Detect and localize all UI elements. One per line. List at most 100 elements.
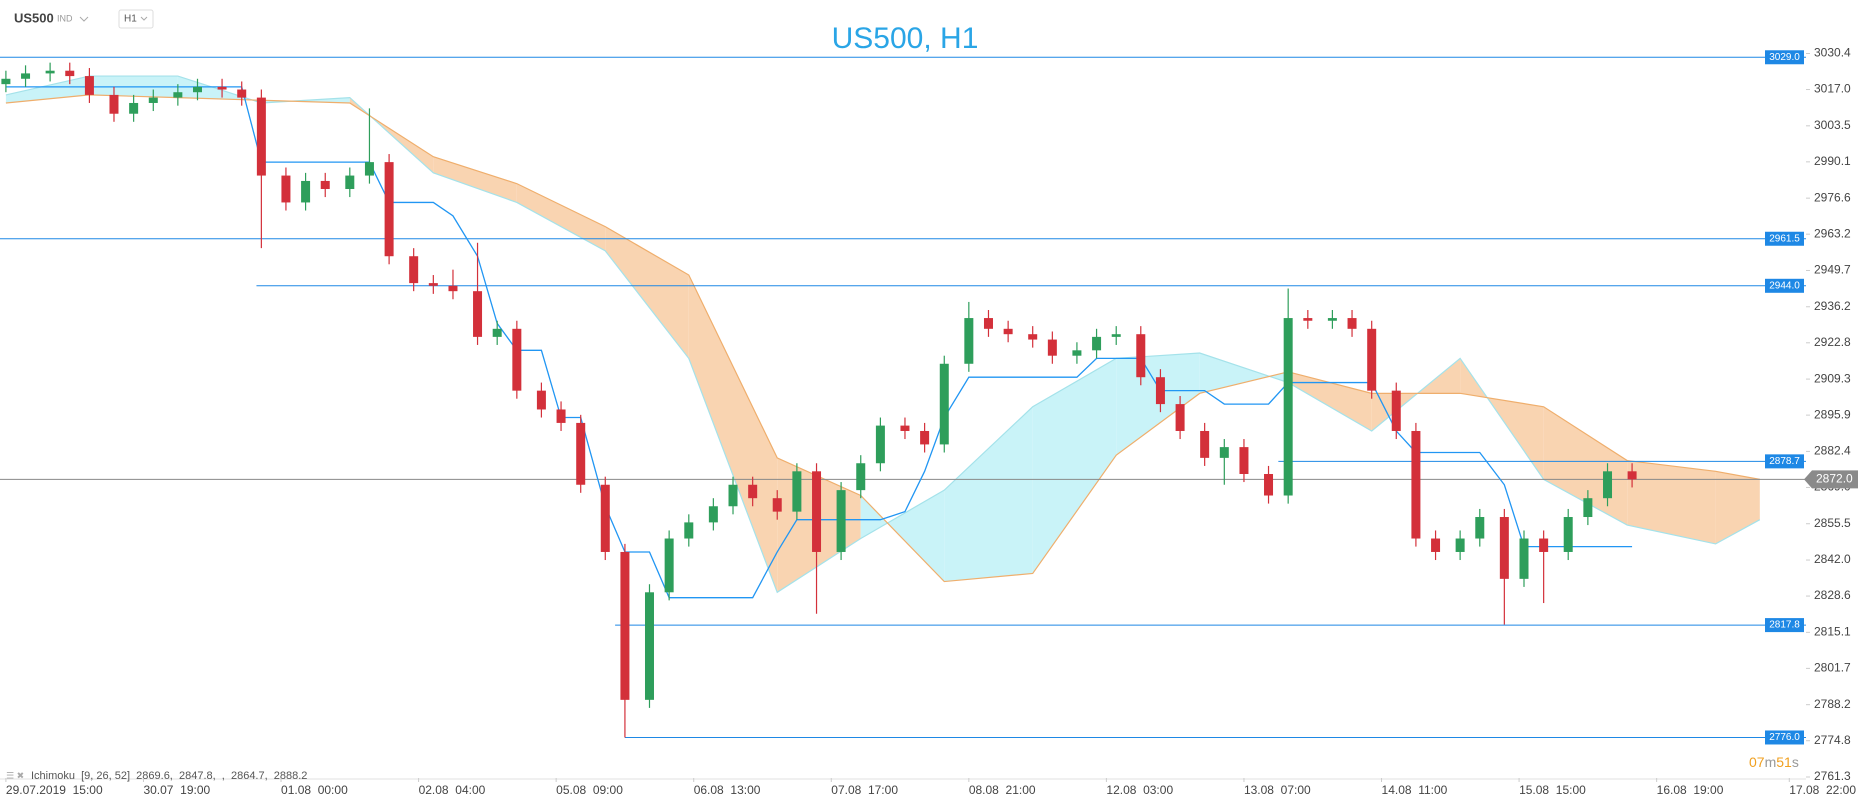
candle-body (364, 162, 374, 176)
level-label-box (1765, 730, 1804, 745)
candle-body (256, 97, 266, 176)
y-tick-label: 2842.0 (1814, 552, 1851, 566)
x-tick-label: 15.08 15:00 (1519, 783, 1586, 797)
candle-body (1283, 318, 1293, 496)
cloud-segment (1627, 460, 1716, 544)
candle-body (644, 592, 654, 700)
dropdown-arrow[interactable] (140, 16, 148, 21)
candle-body (1003, 328, 1013, 335)
candle-body (1092, 336, 1102, 351)
candle-body (920, 430, 930, 445)
candle-body (1264, 473, 1274, 496)
candle-body (939, 363, 949, 445)
x-tick-label: 17.08 22:00 (1789, 783, 1856, 797)
candle-body (217, 86, 227, 90)
cloud-segment (688, 275, 778, 593)
candle-body (409, 256, 419, 284)
market: IND (57, 13, 73, 23)
candle-body (664, 538, 674, 593)
candle-body (428, 283, 438, 286)
candle-body (492, 328, 502, 337)
candle-body (1391, 390, 1401, 431)
cloud-span-a (5, 75, 1761, 594)
y-tick-label: 2882.4 (1814, 444, 1851, 458)
candle-body (1627, 471, 1637, 480)
candle-body (173, 92, 183, 98)
timer-part: m (1765, 754, 1777, 770)
candle-body (576, 422, 586, 485)
candle-body (1219, 447, 1229, 458)
cloud-segment (1288, 371, 1372, 431)
y-tick-label: 2949.7 (1814, 263, 1851, 277)
candle-body (1047, 339, 1057, 356)
x-tick-label: 05.08 09:00 (556, 783, 623, 797)
candle-body (1603, 471, 1613, 499)
candle-body (684, 522, 694, 539)
candle-body (1111, 334, 1121, 337)
candle-body (536, 390, 546, 410)
candle-body (1583, 498, 1593, 518)
last-price-label: 2872.0 (1816, 472, 1853, 486)
timeframe[interactable]: H1 (124, 14, 137, 25)
candle-body (620, 551, 630, 700)
candle-body (708, 506, 718, 523)
level-label-box (1765, 618, 1804, 633)
candle-body (1327, 318, 1337, 321)
candle-body (1, 78, 11, 85)
y-tick-label: 3017.0 (1814, 82, 1851, 96)
candle-body (728, 484, 738, 507)
candle-body (983, 318, 993, 329)
level-label: 2961.5 (1769, 233, 1800, 244)
level-label-box (1765, 50, 1804, 65)
candle-body (792, 471, 802, 512)
candle-body (473, 291, 483, 337)
indicator-icons[interactable]: ☰ ✖ (6, 770, 24, 780)
x-tick-label: 07.08 17:00 (831, 783, 898, 797)
candle-body (109, 94, 119, 114)
cloud-segment (1032, 358, 1117, 574)
x-tick-label: 06.08 13:00 (694, 783, 761, 797)
y-tick-label: 3003.5 (1814, 118, 1851, 132)
candle-body (345, 175, 355, 190)
cloud-segment (605, 226, 689, 359)
cloud-segment (1199, 353, 1289, 394)
candle-body (856, 463, 866, 491)
x-tick-label: 29.07.2019 15:00 (6, 783, 103, 797)
candle-body (1367, 328, 1377, 391)
dropdown-arrow[interactable] (79, 16, 89, 22)
candle-body (448, 285, 458, 292)
candle-body (1028, 334, 1038, 340)
cloud-span-b (5, 94, 1760, 583)
symbol[interactable]: US500 (14, 10, 54, 25)
candle-body (772, 498, 782, 512)
x-tick-label: 13.08 07:00 (1244, 783, 1311, 797)
candle-body (1431, 538, 1441, 552)
cloud-segment (860, 490, 945, 582)
candle-body (1303, 318, 1313, 321)
candle-body (512, 328, 522, 391)
timer: 07m51s (1749, 754, 1799, 770)
candle-body (1499, 517, 1509, 579)
timeframe-box[interactable] (118, 9, 154, 29)
candle-body (600, 484, 610, 552)
cloud-segment (944, 406, 1033, 582)
y-tick-label: 2855.5 (1814, 516, 1851, 530)
candle-body (193, 86, 203, 93)
candle-body (1539, 538, 1549, 552)
y-tick-label: 2761.3 (1814, 769, 1851, 783)
candle-body (900, 425, 910, 431)
y-tick-label: 2963.2 (1814, 226, 1851, 240)
level-label-box (1765, 278, 1804, 293)
y-tick-label: 2909.3 (1814, 371, 1851, 385)
candle-body (964, 318, 974, 364)
y-tick-label: 2976.6 (1814, 190, 1851, 204)
candle-body (65, 70, 75, 77)
candle-body (1519, 538, 1529, 579)
candle-body (1563, 517, 1573, 552)
candle-body (556, 409, 566, 423)
y-tick-label: 2990.1 (1814, 154, 1851, 168)
chart-title: US500, H1 (832, 22, 979, 55)
